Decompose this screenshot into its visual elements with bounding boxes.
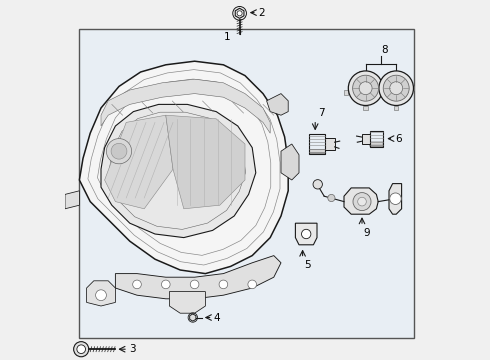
Circle shape — [301, 229, 311, 239]
Bar — [370, 143, 383, 147]
Bar — [374, 90, 379, 95]
Polygon shape — [104, 115, 173, 209]
Bar — [310, 149, 324, 153]
Bar — [310, 150, 324, 154]
Polygon shape — [281, 144, 299, 180]
Text: 1: 1 — [224, 32, 231, 42]
Polygon shape — [166, 115, 245, 209]
Circle shape — [162, 280, 170, 289]
Bar — [410, 86, 414, 90]
Bar — [310, 149, 324, 153]
Text: 7: 7 — [318, 108, 324, 118]
Circle shape — [106, 139, 132, 164]
Polygon shape — [65, 191, 79, 209]
Circle shape — [313, 180, 322, 189]
Polygon shape — [79, 61, 288, 274]
Text: 3: 3 — [129, 344, 136, 354]
Bar — [79, 29, 414, 338]
Text: 5: 5 — [304, 260, 311, 270]
Circle shape — [390, 82, 403, 95]
Bar — [370, 143, 383, 147]
Circle shape — [383, 75, 409, 101]
Circle shape — [237, 11, 242, 16]
Bar — [310, 150, 324, 153]
Bar — [370, 143, 383, 146]
Bar — [359, 71, 364, 75]
Bar — [390, 71, 394, 75]
Circle shape — [111, 143, 127, 159]
Polygon shape — [235, 8, 244, 18]
Polygon shape — [190, 314, 196, 321]
Circle shape — [379, 71, 414, 105]
Bar — [363, 134, 370, 144]
Circle shape — [348, 71, 383, 105]
Polygon shape — [170, 292, 205, 313]
Polygon shape — [116, 256, 281, 299]
Circle shape — [133, 280, 141, 289]
Bar — [379, 86, 383, 90]
Polygon shape — [295, 223, 317, 245]
Bar — [364, 106, 368, 110]
Text: 4: 4 — [214, 312, 220, 323]
Bar — [343, 90, 348, 95]
Bar — [394, 106, 398, 110]
Bar — [310, 149, 324, 153]
Circle shape — [353, 193, 371, 211]
Polygon shape — [101, 79, 270, 133]
Bar — [370, 142, 383, 145]
Text: 9: 9 — [364, 228, 370, 238]
Circle shape — [358, 197, 367, 206]
Bar — [370, 143, 383, 146]
Circle shape — [96, 290, 106, 301]
Circle shape — [359, 82, 372, 95]
Circle shape — [390, 193, 401, 204]
Text: 2: 2 — [258, 8, 265, 18]
Polygon shape — [389, 184, 402, 214]
Circle shape — [353, 75, 379, 101]
Circle shape — [74, 342, 89, 357]
Text: 6: 6 — [395, 134, 401, 144]
Circle shape — [328, 194, 335, 202]
Bar — [324, 138, 335, 150]
Circle shape — [219, 280, 228, 289]
Polygon shape — [87, 281, 116, 306]
Text: 8: 8 — [382, 45, 388, 55]
Circle shape — [77, 345, 86, 354]
Bar — [310, 134, 324, 154]
Circle shape — [190, 280, 199, 289]
Polygon shape — [101, 104, 256, 238]
Bar — [370, 130, 383, 147]
Polygon shape — [267, 94, 288, 115]
Circle shape — [248, 280, 257, 289]
Polygon shape — [344, 188, 378, 214]
